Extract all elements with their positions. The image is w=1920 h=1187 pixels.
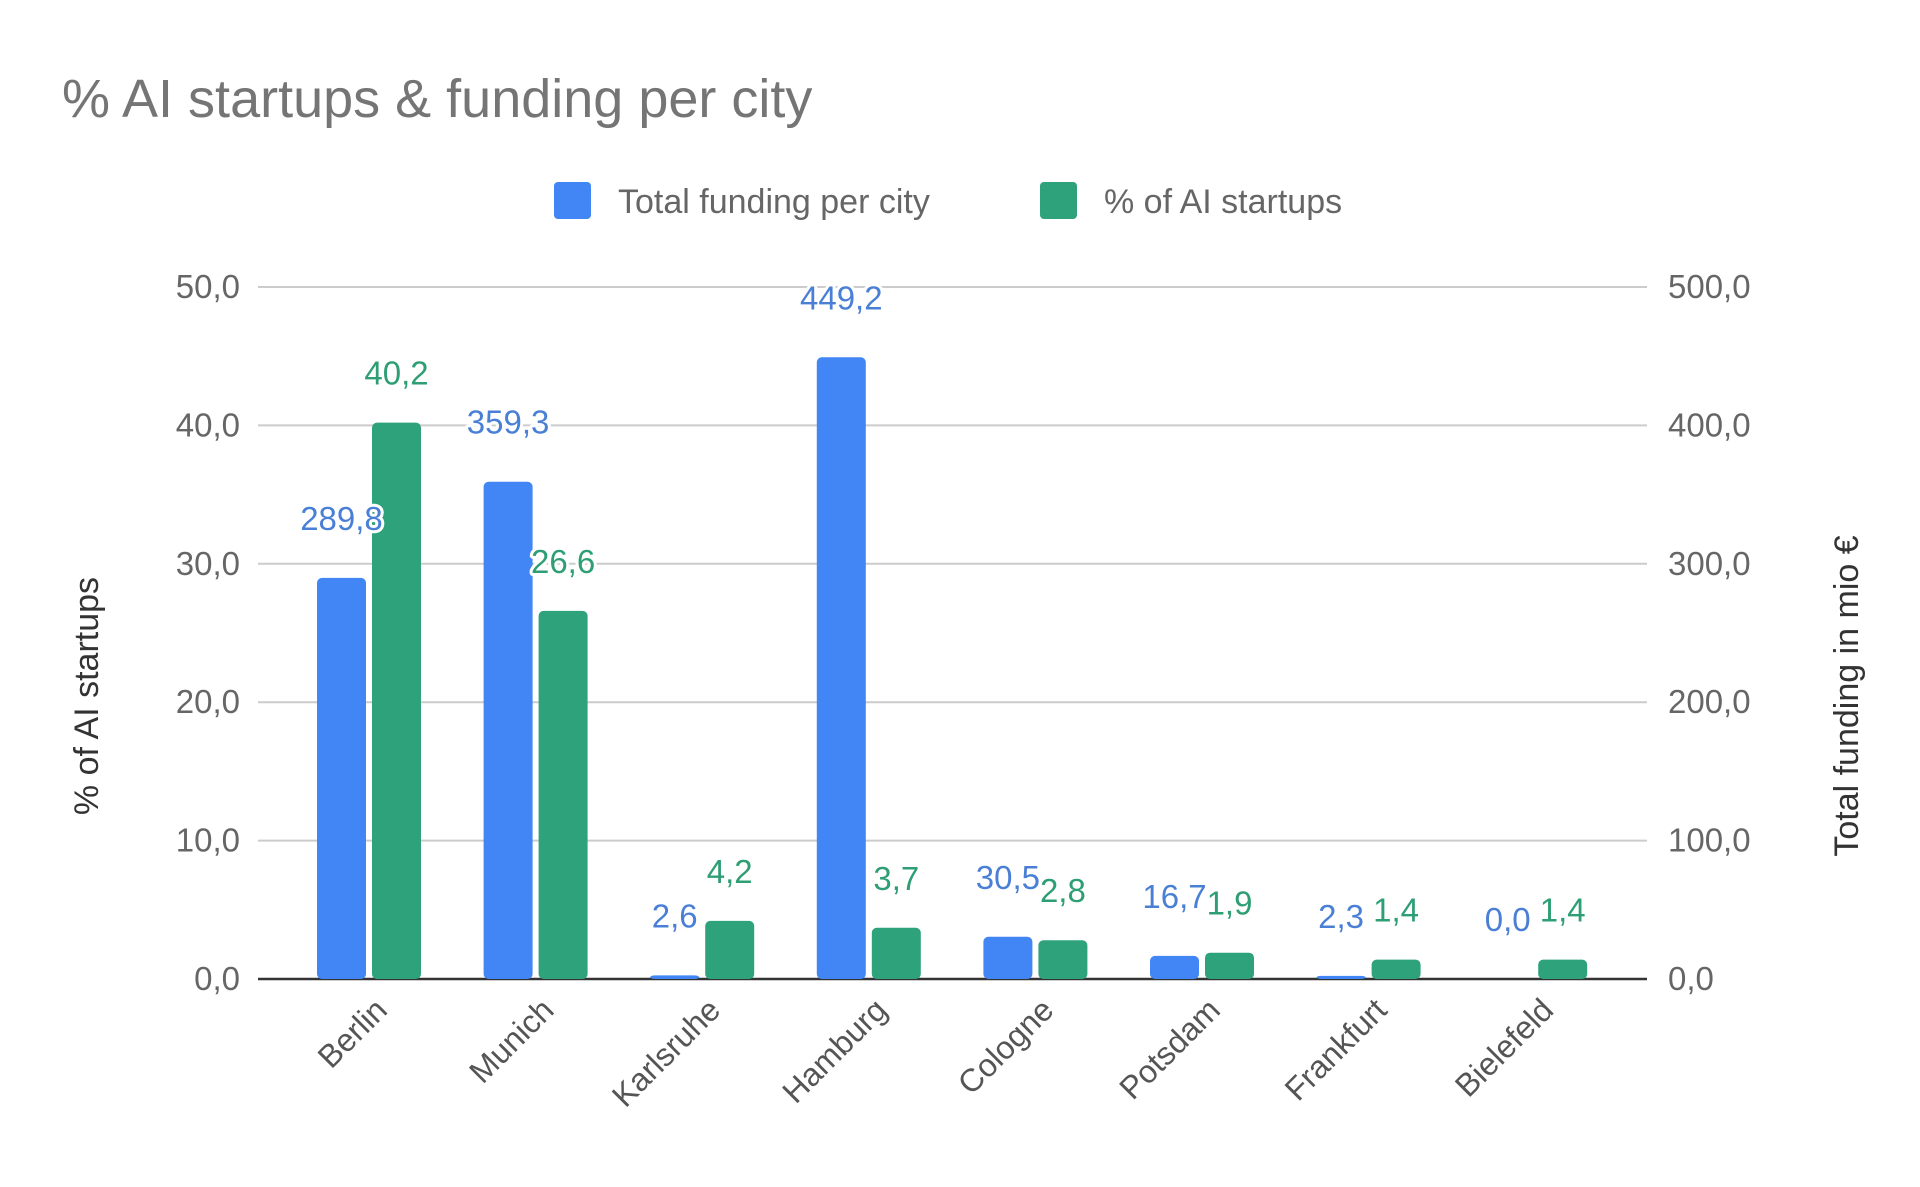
- x-tick-label: Potsdam: [1112, 991, 1227, 1106]
- bar-funding: [317, 577, 366, 979]
- bar-ai-startups: [372, 422, 421, 980]
- x-tick-label: Berlin: [311, 991, 394, 1074]
- y-tick-left: 30,0: [176, 545, 240, 582]
- x-tick-label: Karlsruhe: [605, 991, 727, 1113]
- bar-funding: [650, 975, 700, 979]
- data-label-ai-startups: 40,2: [364, 355, 428, 392]
- y-tick-left: 20,0: [176, 683, 240, 720]
- bar-funding: [1150, 955, 1199, 979]
- bar-funding: [816, 357, 866, 979]
- y-tick-right: 100,0: [1668, 822, 1751, 859]
- y-tick-right: 500,0: [1668, 268, 1751, 305]
- y-axis-left-title: % of AI startups: [68, 577, 106, 815]
- legend-label-ai: % of AI startups: [1104, 183, 1342, 221]
- legend-label-funding: Total funding per city: [618, 183, 930, 221]
- bar-ai-startups: [1205, 952, 1254, 979]
- y-tick-right: 400,0: [1668, 406, 1751, 443]
- bar-funding: [483, 481, 533, 979]
- bar-ai-startups: [705, 920, 755, 979]
- y-tick-left: 40,0: [176, 406, 240, 443]
- data-label-funding: 2,6: [652, 897, 698, 934]
- bar-funding: [1316, 975, 1366, 979]
- data-label-funding: 449,2: [800, 279, 883, 316]
- data-label-funding: 16,7: [1142, 878, 1206, 915]
- bar-ai-startups: [1538, 959, 1588, 979]
- legend-swatch-ai: [1040, 182, 1077, 219]
- y-tick-right: 0,0: [1668, 960, 1714, 997]
- x-tick-label: Cologne: [951, 991, 1061, 1101]
- data-label-funding: 30,5: [976, 859, 1040, 896]
- data-label-ai-startups: 4,2: [707, 853, 753, 890]
- y-tick-left: 10,0: [176, 822, 240, 859]
- bar-ai-startups: [1038, 940, 1088, 979]
- bar-funding: [983, 936, 1033, 979]
- y-axis-right-title: Total funding in mio €: [1828, 535, 1866, 856]
- data-label-ai-startups: 26,6: [531, 543, 595, 580]
- x-tick-label: Munich: [462, 991, 560, 1089]
- x-tick-label: Hamburg: [775, 991, 894, 1110]
- legend: Total funding per city % of AI startups: [554, 182, 1342, 221]
- legend-swatch-funding: [554, 182, 591, 219]
- y-tick-right: 300,0: [1668, 545, 1751, 582]
- x-tick-label: Bielefeld: [1448, 991, 1560, 1103]
- data-label-ai-startups: 3,7: [873, 860, 919, 897]
- bar-ai-startups: [1371, 959, 1421, 979]
- chart-title: % AI startups & funding per city: [62, 69, 812, 129]
- data-label-ai-startups: 1,4: [1540, 892, 1586, 929]
- data-label-ai-startups: 1,9: [1207, 885, 1253, 922]
- bar-ai-startups: [538, 610, 588, 979]
- data-label-ai-startups: 2,8: [1040, 872, 1086, 909]
- bar-ai-startups: [871, 927, 921, 979]
- y-tick-left: 50,0: [176, 268, 240, 305]
- x-tick-label: Frankfurt: [1278, 991, 1394, 1107]
- data-label-funding: 359,3: [467, 404, 550, 441]
- y-tick-right: 200,0: [1668, 683, 1751, 720]
- data-label-funding: 2,3: [1318, 898, 1364, 935]
- y-tick-left: 0,0: [194, 960, 240, 997]
- data-label-ai-startups: 1,4: [1373, 892, 1419, 929]
- data-label-funding: 289,8: [300, 500, 383, 537]
- data-label-funding: 0,0: [1485, 901, 1531, 938]
